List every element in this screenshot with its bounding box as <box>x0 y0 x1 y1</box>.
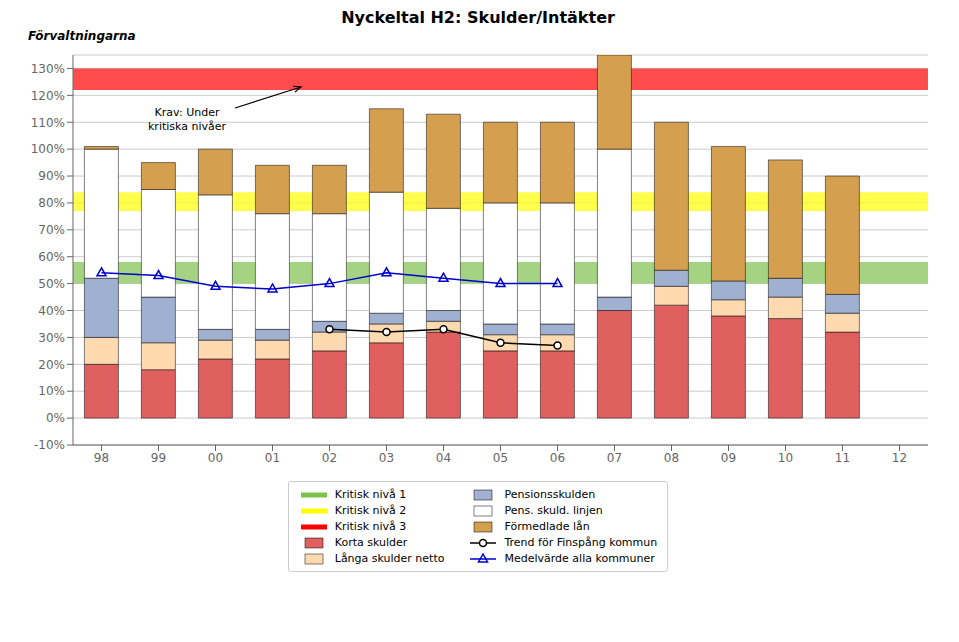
svg-text:0%: 0% <box>46 411 65 425</box>
svg-text:Krav: Underkritiska nivåer: Krav: Underkritiska nivåer <box>148 106 227 133</box>
svg-text:70%: 70% <box>38 223 65 237</box>
svg-text:110%: 110% <box>31 116 65 130</box>
svg-text:40%: 40% <box>38 304 65 318</box>
html-text:Korta skulder: Korta skulder <box>334 536 408 549</box>
svg-text:99: 99 <box>151 451 166 465</box>
html-text:Långa skulder netto: Långa skulder netto <box>334 552 445 565</box>
svg-text:100%: 100% <box>31 142 65 156</box>
svg-text:00: 00 <box>208 451 223 465</box>
html-text:Förvaltningarna: Förvaltningarna <box>28 29 136 43</box>
svg-text:50%: 50% <box>38 277 65 291</box>
svg-text:03: 03 <box>379 451 394 465</box>
html-text:Pens. skuld. linjen: Pens. skuld. linjen <box>504 504 603 517</box>
html-text:Kritisk nivå 3: Kritisk nivå 3 <box>334 520 407 533</box>
svg-text:11: 11 <box>835 451 850 465</box>
html-text:Pensionsskulden: Pensionsskulden <box>504 488 596 501</box>
svg-text:20%: 20% <box>38 358 65 372</box>
svg-text:05: 05 <box>493 451 508 465</box>
svg-text:02: 02 <box>322 451 337 465</box>
svg-text:06: 06 <box>550 451 565 465</box>
svg-text:60%: 60% <box>38 250 65 264</box>
html-text:Förmedlade lån: Förmedlade lån <box>504 520 590 533</box>
svg-text:80%: 80% <box>38 196 65 210</box>
html-text:Kritisk nivå 1: Kritisk nivå 1 <box>334 488 407 501</box>
svg-text:08: 08 <box>664 451 679 465</box>
svg-text:01: 01 <box>265 451 280 465</box>
svg-text:90%: 90% <box>38 169 65 183</box>
html-text:Nyckeltal H2: Skulder/Intäkter: Nyckeltal H2: Skulder/Intäkter <box>341 8 615 27</box>
svg-text:10%: 10% <box>38 384 65 398</box>
svg-text:12: 12 <box>892 451 907 465</box>
html-text:Trend för Finspång kommun: Trend för Finspång kommun <box>504 536 658 549</box>
svg-text:98: 98 <box>94 451 109 465</box>
html-text:Medelvärde alla kommuner: Medelvärde alla kommuner <box>504 552 655 565</box>
svg-text:07: 07 <box>607 451 622 465</box>
svg-text:10: 10 <box>778 451 793 465</box>
svg-text:04: 04 <box>436 451 451 465</box>
svg-text:120%: 120% <box>31 89 65 103</box>
svg-text:130%: 130% <box>31 62 65 76</box>
svg-text:30%: 30% <box>38 331 65 345</box>
svg-text:-10%: -10% <box>34 438 65 452</box>
svg-text:09: 09 <box>721 451 736 465</box>
html-text:Kritisk nivå 2: Kritisk nivå 2 <box>334 504 407 517</box>
